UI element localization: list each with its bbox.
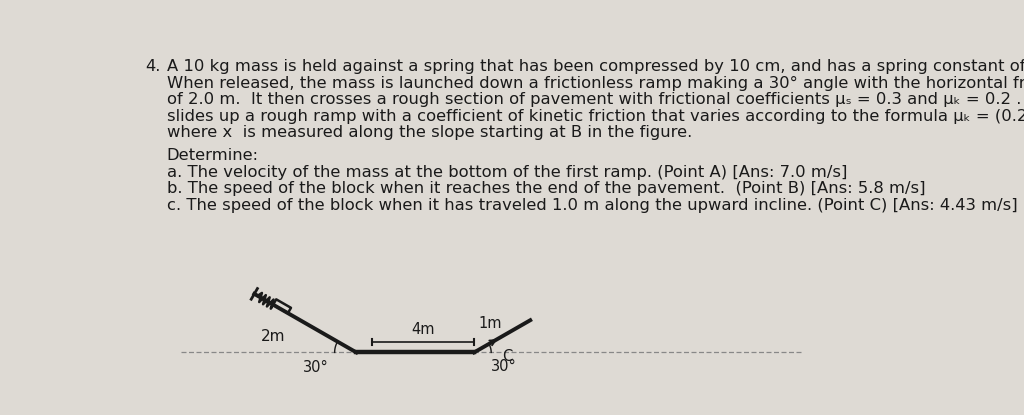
Text: 30°: 30° bbox=[492, 359, 517, 374]
Text: 4m: 4m bbox=[412, 322, 435, 337]
Text: c. The speed of the block when it has traveled 1.0 m along the upward incline. (: c. The speed of the block when it has tr… bbox=[167, 198, 1018, 212]
Text: When released, the mass is launched down a frictionless ramp making a 30° angle : When released, the mass is launched down… bbox=[167, 76, 1024, 90]
Text: slides up a rough ramp with a coefficient of kinetic friction that varies accord: slides up a rough ramp with a coefficien… bbox=[167, 109, 1024, 124]
Text: 4.: 4. bbox=[145, 59, 161, 74]
Text: C: C bbox=[502, 349, 512, 364]
Text: 1m: 1m bbox=[478, 316, 502, 331]
Text: Determine:: Determine: bbox=[167, 148, 259, 163]
Text: 30°: 30° bbox=[303, 360, 329, 375]
Text: b. The speed of the block when it reaches the end of the pavement.  (Point B) [A: b. The speed of the block when it reache… bbox=[167, 181, 926, 196]
Text: 2m: 2m bbox=[260, 330, 285, 344]
Text: a. The velocity of the mass at the bottom of the first ramp. (Point A) [Ans: 7.0: a. The velocity of the mass at the botto… bbox=[167, 164, 847, 180]
Text: A 10 kg mass is held against a spring that has been compressed by 10 cm, and has: A 10 kg mass is held against a spring th… bbox=[167, 59, 1024, 74]
Text: of 2.0 m.  It then crosses a rough section of pavement with frictional coefficie: of 2.0 m. It then crosses a rough sectio… bbox=[167, 92, 1024, 107]
Text: where x  is measured along the slope starting at B in the figure.: where x is measured along the slope star… bbox=[167, 125, 692, 140]
